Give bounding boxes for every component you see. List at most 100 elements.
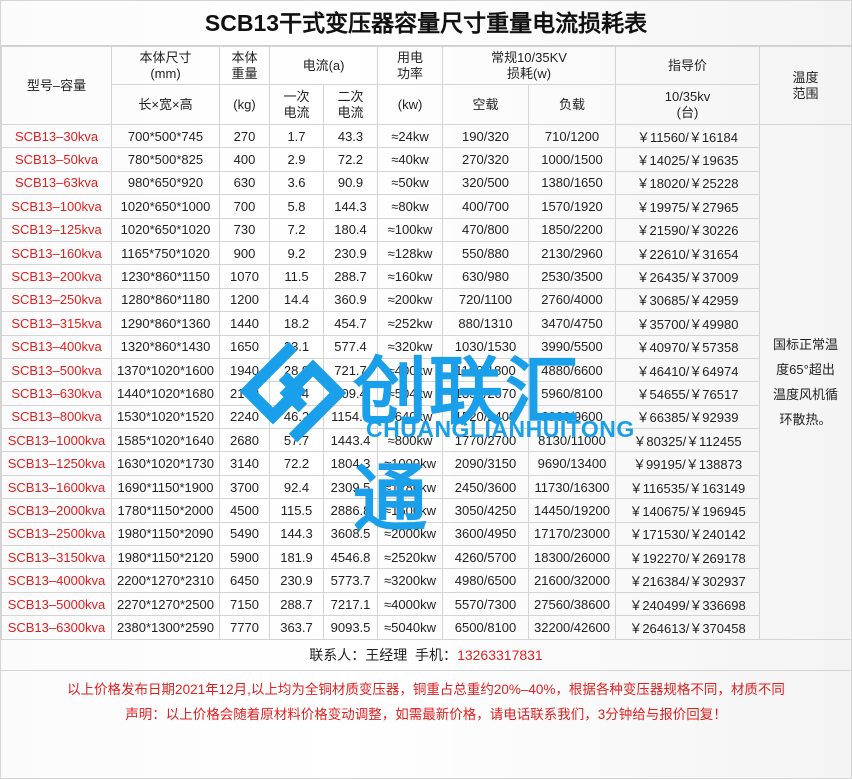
cell-dims: 1780*1150*2000 — [111, 498, 220, 523]
cell-current-secondary: 2309.5 — [322, 474, 379, 500]
cell-dims: 1630*1020*1730 — [111, 451, 220, 476]
cell-loss-load: 6960/9600 — [528, 404, 617, 430]
cell-loss-load: 2130/2960 — [528, 240, 617, 266]
table-row: SCB13–400kva 1320*860*1430 1650 23.1 577.4 ≈3… — [1, 334, 852, 359]
header-current: 电流(a) — [268, 46, 379, 85]
table-row: SCB13–1250kva 1630*1020*1730 3140 72.2 1804.… — [1, 451, 852, 476]
cell-model: SCB13–2500kva — [1, 521, 112, 547]
cell-current-secondary: 43.3 — [322, 123, 379, 149]
cell-model: SCB13–800kva — [1, 404, 112, 430]
header-noload: 空载 — [442, 84, 530, 125]
header-i2: 二次 电流 — [322, 84, 379, 125]
cell-loss-load: 17170/23000 — [528, 521, 617, 547]
cell-price: ￥26435/￥37009 — [615, 264, 761, 289]
cell-current-secondary: 288.7 — [322, 264, 379, 289]
header-weight: 本体 重量 — [219, 46, 270, 85]
cell-dims: 980*650*920 — [111, 170, 220, 196]
cell-weight: 5900 — [219, 545, 270, 570]
footer-line-1: 以上价格发布日期2021年12月,以上均为全铜材质变压器，铜重占总重约20%–4… — [67, 681, 785, 697]
cell-power: ≈2000kw — [377, 521, 444, 547]
cell-price: ￥80325/￥112455 — [615, 428, 761, 453]
cell-weight: 400 — [219, 147, 270, 172]
cell-loss-noload: 4260/5700 — [442, 545, 530, 570]
cell-loss-noload: 470/800 — [442, 217, 530, 242]
table-row: SCB13–2500kva 1980*1150*2090 5490 144.3 3608… — [1, 521, 852, 547]
cell-dims: 1020*650*1000 — [111, 194, 220, 219]
cell-loss-load: 4880/6600 — [528, 357, 617, 383]
cell-weight: 7770 — [219, 615, 270, 640]
cell-model: SCB13–3150kva — [1, 545, 112, 570]
cell-price: ￥19975/￥27965 — [615, 194, 761, 219]
cell-current-secondary: 2886.8 — [322, 498, 379, 523]
cell-loss-load: 1380/1650 — [528, 170, 617, 196]
cell-current-primary: 57.7 — [269, 428, 324, 453]
cell-loss-noload: 720/1100 — [442, 287, 530, 313]
cell-power: ≈504kw — [377, 381, 444, 406]
cell-price: ￥46410/￥64974 — [615, 357, 761, 383]
cell-current-primary: 288.7 — [269, 591, 324, 617]
cell-weight: 1650 — [219, 334, 270, 359]
cell-dims: 1690*1150*1900 — [111, 474, 220, 500]
cell-price: ￥171530/￥240142 — [615, 521, 761, 547]
cell-model: SCB13–1250kva — [1, 451, 112, 476]
cell-model: SCB13–1000kva — [1, 428, 112, 453]
cell-loss-noload: 1030/1530 — [442, 334, 530, 359]
cell-dims: 1020*650*1020 — [111, 217, 220, 242]
cell-weight: 5490 — [219, 521, 270, 547]
cell-weight: 700 — [219, 194, 270, 219]
cell-model: SCB13–125kva — [1, 217, 112, 242]
table-row: SCB13–5000kva 2270*1270*2500 7150 288.7 7217… — [1, 591, 852, 617]
cell-power: ≈1280kw — [377, 474, 444, 500]
cell-model: SCB13–100kva — [1, 194, 112, 219]
cell-dims: 1290*860*1360 — [111, 311, 220, 336]
cell-loss-noload: 2450/3600 — [442, 474, 530, 500]
cell-power: ≈100kw — [377, 217, 444, 242]
table-row: SCB13–63kva 980*650*920 630 3.6 90.9 ≈50kw 320… — [1, 170, 852, 196]
cell-loss-load: 1000/1500 — [528, 147, 617, 172]
cell-loss-load: 8130/11000 — [528, 428, 617, 453]
cell-dims: 1320*860*1430 — [111, 334, 220, 359]
cell-loss-noload: 320/500 — [442, 170, 530, 196]
cell-dims: 1440*1020*1680 — [111, 381, 220, 406]
table-row: SCB13–6300kva 2380*1300*2590 7770 363.7 9093… — [1, 615, 852, 640]
cell-loss-load: 32200/42600 — [528, 615, 617, 640]
table-row: SCB13–160kva 1165*750*1020 900 9.2 230.9 ≈128… — [1, 240, 852, 266]
cell-current-secondary: 230.9 — [322, 240, 379, 266]
cell-power: ≈320kw — [377, 334, 444, 359]
cell-current-primary: 2.9 — [269, 147, 324, 172]
cell-current-primary: 3.6 — [269, 170, 324, 196]
cell-loss-load: 21600/32000 — [528, 568, 617, 593]
cell-loss-noload: 190/320 — [442, 123, 530, 149]
cell-dims: 700*500*745 — [111, 123, 220, 149]
cell-dims: 1280*860*1180 — [111, 287, 220, 313]
table-row: SCB13–125kva 1020*650*1020 730 7.2 180.4 ≈100… — [1, 217, 852, 242]
cell-loss-noload: 4980/6500 — [442, 568, 530, 593]
cell-loss-load: 1570/1920 — [528, 194, 617, 219]
table-row: SCB13–1000kva 1585*1020*1640 2680 57.7 1443.… — [1, 428, 852, 453]
table-row: SCB13–4000kva 2200*1270*2310 6450 230.9 5773… — [1, 568, 852, 593]
cell-loss-load: 14450/19200 — [528, 498, 617, 523]
cell-loss-load: 3470/4750 — [528, 311, 617, 336]
cell-model: SCB13–315kva — [1, 311, 112, 336]
cell-loss-load: 9690/13400 — [528, 451, 617, 476]
cell-price: ￥66385/￥92939 — [615, 404, 761, 430]
header-dims-sub: 长×宽×高 — [111, 84, 220, 125]
cell-current-primary: 23.1 — [269, 334, 324, 359]
cell-current-secondary: 909.4 — [322, 381, 379, 406]
cell-power: ≈2520kw — [377, 545, 444, 570]
cell-loss-load: 11730/16300 — [528, 474, 617, 500]
cell-price: ￥54655/￥76517 — [615, 381, 761, 406]
cell-loss-load: 710/1200 — [528, 123, 617, 149]
cell-current-primary: 7.2 — [269, 217, 324, 242]
cell-weight: 730 — [219, 217, 270, 242]
cell-loss-load: 1850/2200 — [528, 217, 617, 242]
cell-current-secondary: 577.4 — [322, 334, 379, 359]
header-model: 型号–容量 — [1, 46, 112, 125]
cell-current-secondary: 3608.5 — [322, 521, 379, 547]
cell-current-secondary: 9093.5 — [322, 615, 379, 640]
cell-weight: 1070 — [219, 264, 270, 289]
cell-dims: 1230*860*1150 — [111, 264, 220, 289]
table-row: SCB13–800kva 1530*1020*1520 2240 46.2 1154.7… — [1, 404, 852, 430]
cell-price: ￥21590/￥30226 — [615, 217, 761, 242]
cell-current-secondary: 1804.3 — [322, 451, 379, 476]
